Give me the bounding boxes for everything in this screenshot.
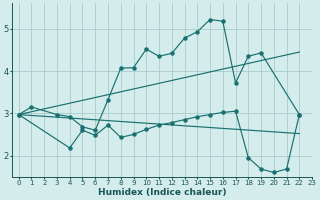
X-axis label: Humidex (Indice chaleur): Humidex (Indice chaleur) bbox=[98, 188, 227, 197]
